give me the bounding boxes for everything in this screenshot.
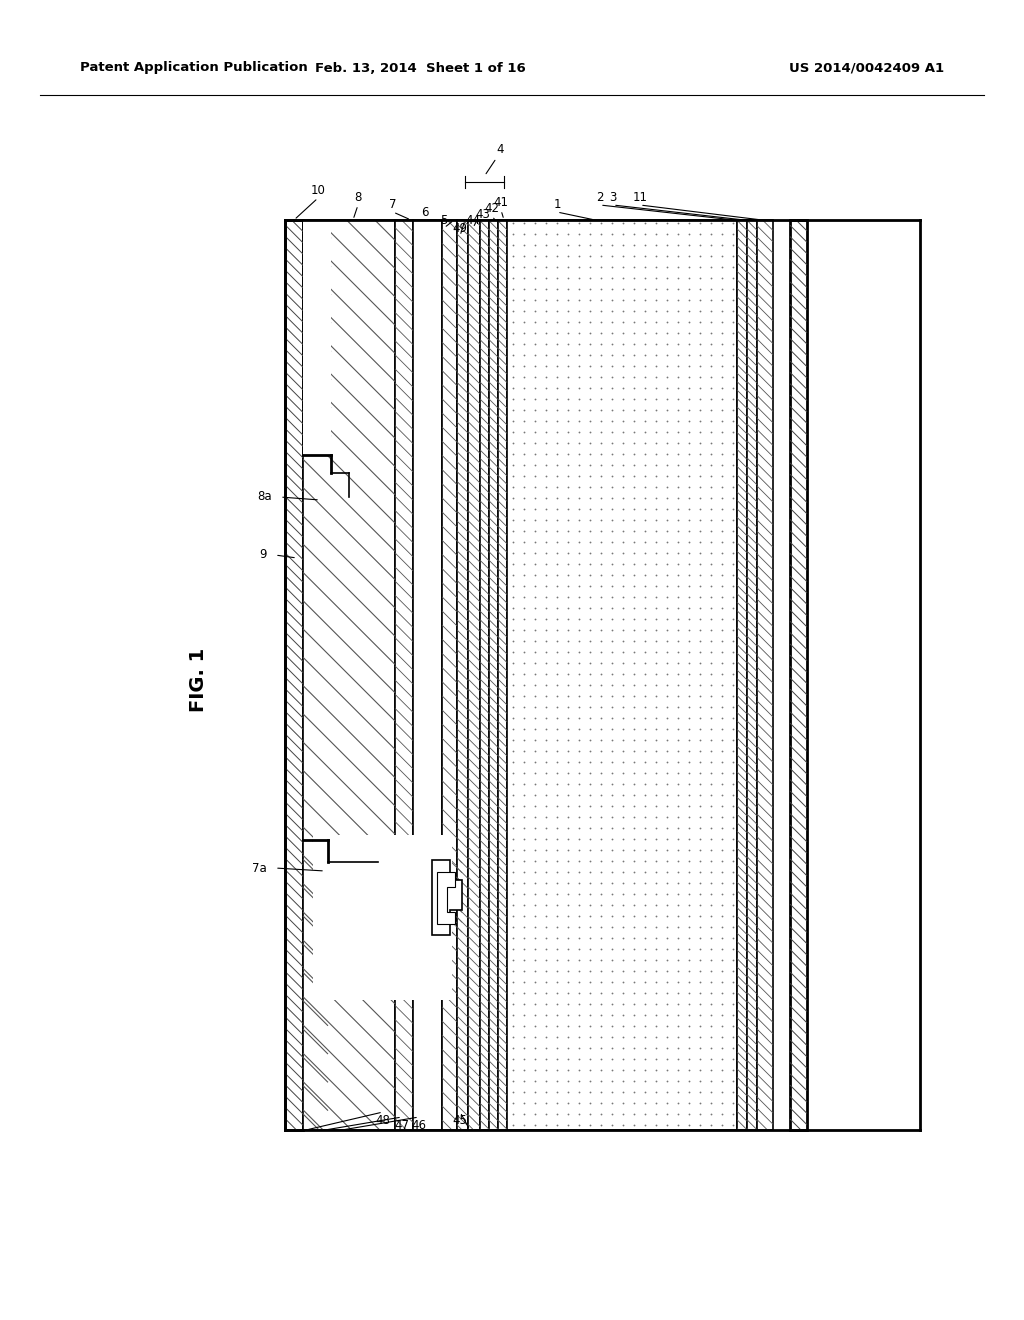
Bar [303, 220, 331, 455]
Text: 44: 44 [466, 214, 480, 227]
Text: FIG. 1: FIG. 1 [188, 648, 208, 711]
Bar [303, 220, 395, 1130]
Text: 5: 5 [440, 214, 447, 227]
Text: Feb. 13, 2014  Sheet 1 of 16: Feb. 13, 2014 Sheet 1 of 16 [314, 62, 525, 74]
Text: 8a: 8a [257, 491, 272, 503]
Bar [285, 220, 303, 1130]
Text: 1: 1 [553, 198, 561, 211]
Bar [746, 220, 757, 1130]
Text: 48: 48 [376, 1114, 390, 1127]
Text: 10: 10 [310, 183, 326, 197]
Polygon shape [437, 873, 455, 924]
Text: 7a: 7a [252, 862, 267, 874]
Text: 2: 2 [596, 191, 604, 205]
Text: 46: 46 [412, 1119, 427, 1133]
Text: 42: 42 [484, 202, 500, 215]
Text: Patent Application Publication: Patent Application Publication [80, 62, 308, 74]
Text: 49: 49 [453, 222, 468, 235]
Text: 7: 7 [389, 198, 396, 211]
Bar [498, 220, 507, 1130]
Text: 4: 4 [497, 143, 504, 156]
Bar [489, 220, 498, 1130]
Text: 9: 9 [259, 549, 267, 561]
Bar [313, 836, 452, 1001]
Text: 11: 11 [633, 191, 647, 205]
Bar [737, 220, 746, 1130]
Bar [457, 220, 468, 1130]
Text: US 2014/0042409 A1: US 2014/0042409 A1 [788, 62, 944, 74]
Bar [468, 220, 480, 1130]
Text: 43: 43 [475, 209, 490, 220]
Polygon shape [432, 861, 462, 935]
Text: 8: 8 [354, 191, 361, 205]
Text: 45: 45 [453, 1114, 467, 1127]
Text: 41: 41 [494, 195, 509, 209]
Bar [790, 220, 807, 1130]
Bar [507, 220, 737, 1130]
Text: 6: 6 [421, 206, 429, 219]
Bar [480, 220, 489, 1130]
Bar [395, 220, 413, 1130]
Bar [442, 220, 457, 1130]
Bar [413, 220, 442, 1130]
Bar [757, 220, 773, 1130]
Text: 47: 47 [394, 1119, 410, 1133]
Text: 3: 3 [609, 191, 616, 205]
